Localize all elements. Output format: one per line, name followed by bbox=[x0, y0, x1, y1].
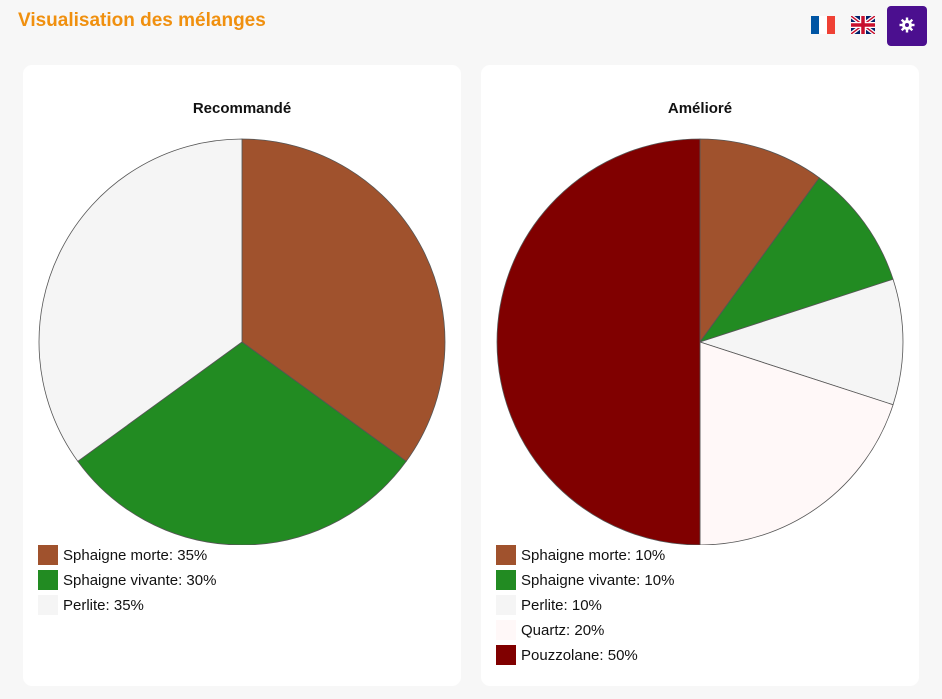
legend-swatch bbox=[496, 595, 516, 615]
pie-slice-sphaigne-morte bbox=[241, 138, 446, 462]
legend-label: Perlite: 10% bbox=[521, 596, 602, 614]
page-title: Visualisation des mélanges bbox=[18, 10, 266, 31]
legend-label: Sphaigne vivante: 10% bbox=[521, 571, 675, 589]
pie-chart-recommended bbox=[38, 138, 446, 545]
pie-slice-pouzzolane bbox=[496, 138, 701, 545]
legend-swatch bbox=[496, 545, 516, 565]
legend-item: Perlite: 10% bbox=[496, 595, 674, 615]
pie-slice-sphaigne-vivante bbox=[77, 341, 407, 545]
uk-flag-icon[interactable] bbox=[851, 16, 875, 34]
chart-card-recommended: Recommandé Sphaigne morte: 35% Sphaigne v… bbox=[23, 65, 461, 686]
legend-label: Perlite: 35% bbox=[63, 596, 144, 614]
chart-legend: Sphaigne morte: 35% Sphaigne vivante: 30%… bbox=[38, 545, 216, 620]
legend-item: Sphaigne vivante: 10% bbox=[496, 570, 674, 590]
chart-title: Recommandé bbox=[192, 100, 292, 117]
legend-item: Pouzzolane: 50% bbox=[496, 645, 674, 665]
legend-swatch bbox=[38, 545, 58, 565]
legend-label: Sphaigne vivante: 30% bbox=[63, 571, 217, 589]
chart-legend: Sphaigne morte: 10% Sphaigne vivante: 10%… bbox=[496, 545, 674, 670]
legend-item: Sphaigne vivante: 30% bbox=[38, 570, 216, 590]
pie-slice-quartz bbox=[699, 341, 894, 545]
legend-swatch bbox=[496, 645, 516, 665]
pie-slice-sphaigne-vivante bbox=[698, 177, 894, 343]
gear-icon bbox=[899, 17, 915, 36]
settings-button[interactable] bbox=[887, 6, 927, 46]
legend-label: Quartz: 20% bbox=[521, 621, 605, 639]
legend-label: Sphaigne morte: 10% bbox=[521, 546, 666, 564]
chart-title: Amélioré bbox=[667, 100, 733, 117]
pie-slice-perlite bbox=[38, 138, 243, 462]
legend-item: Sphaigne morte: 10% bbox=[496, 545, 674, 565]
legend-item: Perlite: 35% bbox=[38, 595, 216, 615]
legend-item: Sphaigne morte: 35% bbox=[38, 545, 216, 565]
pie-chart-improved bbox=[496, 138, 904, 545]
chart-card-improved: Amélioré Sphaigne morte: 10% Sphaigne viv… bbox=[481, 65, 919, 686]
legend-swatch bbox=[496, 570, 516, 590]
pie-slice-perlite bbox=[698, 278, 904, 406]
french-flag-icon[interactable] bbox=[811, 16, 835, 34]
legend-swatch bbox=[38, 595, 58, 615]
legend-item: Quartz: 20% bbox=[496, 620, 674, 640]
legend-label: Sphaigne morte: 35% bbox=[63, 546, 208, 564]
legend-swatch bbox=[496, 620, 516, 640]
legend-swatch bbox=[38, 570, 58, 590]
pie-slice-sphaigne-morte bbox=[699, 138, 820, 344]
legend-label: Pouzzolane: 50% bbox=[521, 646, 638, 664]
